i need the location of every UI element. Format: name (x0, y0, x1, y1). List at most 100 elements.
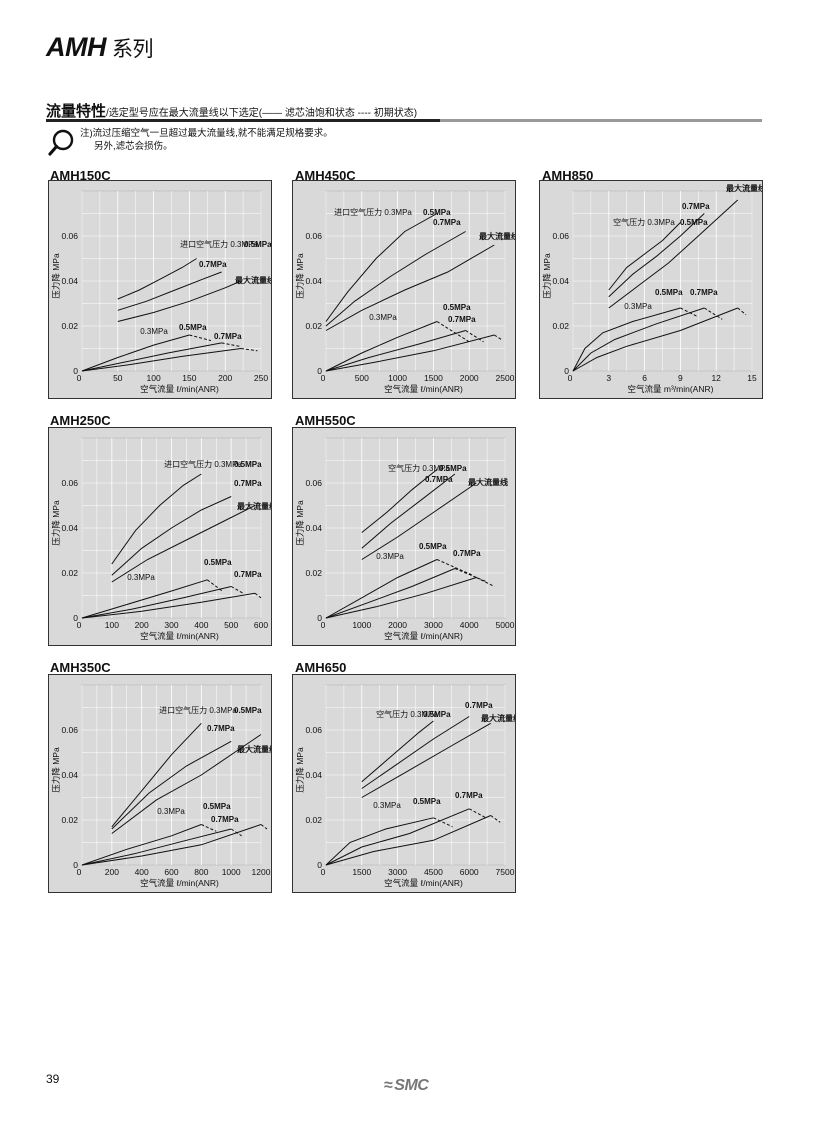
x-tick-label: 15 (747, 373, 757, 383)
series-line-1 (111, 740, 232, 830)
series-line-3 (81, 824, 202, 866)
x-tick-label: 150 (182, 373, 196, 383)
series-line-0 (111, 473, 202, 565)
y-tick-label: 0.06 (61, 478, 78, 488)
series-line-8 (240, 348, 258, 352)
y-tick-label: 0 (317, 613, 322, 623)
series-annotation: 0.7MPa (211, 815, 239, 824)
series-line-7 (221, 342, 240, 347)
magnifier-icon (48, 129, 74, 156)
series-annotation: 0.5MPa (413, 797, 441, 806)
series-annotation: 0.5MPa (419, 542, 447, 551)
x-tick-label: 3 (606, 373, 611, 383)
chart-svg: 0 100 200 300 400 500 600 0 0.02 0.04 0.06 空气流量 ℓ/m… (51, 437, 271, 641)
chart-svg: 0 500 1000 1500 2000 2500 0 0.02 0.04 0.06 空气流量 ℓ/… (295, 190, 515, 394)
series-line-0 (111, 722, 202, 828)
series-line-8 (494, 334, 502, 340)
chart-amh250c: 0 100 200 300 400 500 600 0 0.02 0.04 0.06 空气流量 ℓ/m… (48, 427, 272, 646)
series-line-4 (325, 568, 456, 619)
series-annotation: 0.7MPa (448, 315, 476, 324)
series-annotation: 0.7MPa (199, 260, 227, 269)
series-line-0 (117, 258, 197, 300)
section-title: 流量特性 (46, 103, 107, 120)
logo-mark-icon: ≈ (384, 1077, 393, 1094)
series-line-8 (254, 592, 262, 599)
series-line-2 (361, 722, 491, 798)
series-annotation: 0.3MPa (369, 313, 397, 322)
chart-svg: 0 200 400 600 800 1000 1200 0 0.02 0.04 0.06 空气流量 ℓ… (51, 684, 271, 888)
series-line-4 (81, 342, 222, 372)
series-annotation: 最大流量线 (237, 744, 271, 754)
series-line-4 (325, 330, 466, 372)
series-line-4 (572, 307, 705, 372)
x-tick-label: 2000 (460, 373, 479, 383)
x-tick-label: 0 (77, 620, 82, 630)
x-tick-label: 3000 (388, 867, 407, 877)
chart-amh450c: 0 500 1000 1500 2000 2500 0 0.02 0.04 0.06 空气流量 ℓ/… (292, 180, 516, 399)
y-tick-label: 0.04 (61, 276, 78, 286)
series-line-5 (81, 824, 262, 866)
series-annotation: 0.5MPa (204, 558, 232, 567)
y-tick-label: 0.02 (305, 321, 322, 331)
series-annotation: 0.5MPa (244, 240, 271, 249)
section-subtitle: /选定型号应在最大流量线以下选定(—— 滤芯油饱和状态 ---- 初期状态) (106, 108, 418, 119)
series-line-2 (111, 505, 256, 583)
series-annotation: 0.3MPa (373, 801, 401, 810)
series-annotation: 0.5MPa (439, 464, 467, 473)
series-line-2 (325, 244, 495, 331)
series-annotation: 0.7MPa (465, 701, 493, 710)
series-line-6 (201, 824, 217, 832)
x-tick-label: 300 (164, 620, 178, 630)
y-axis-label: 压力降 MPa (295, 500, 305, 546)
series-annotation: 0.7MPa (425, 475, 453, 484)
chart-title: AMH150C (50, 168, 111, 183)
series-annotation: 0.5MPa (423, 208, 451, 217)
series-annotation: 0.5MPa (680, 218, 708, 227)
x-axis-label: 空气流量 ℓ/min(ANR) (140, 384, 219, 394)
series-annotation: 0.7MPa (234, 570, 262, 579)
series-line-7 (454, 568, 488, 583)
page-title-series: 系列 (112, 38, 154, 61)
series-annotation: 最大流量线 (481, 713, 515, 723)
series-line-6 (206, 579, 223, 592)
chart-title: AMH850 (542, 168, 594, 183)
y-tick-label: 0 (564, 366, 569, 376)
series-line-3 (325, 321, 438, 372)
y-tick-label: 0.02 (61, 568, 78, 578)
x-tick-label: 1500 (352, 867, 371, 877)
series-annotation: 最大流量线 (479, 231, 515, 241)
series-annotation: 0.3MPa (157, 807, 185, 816)
series-line-0 (608, 222, 681, 291)
chart-amh850: 0 3 6 9 12 15 0 0.02 0.04 0.06 空气流量 m³/min(ANR) 压力降… (539, 180, 763, 399)
x-tick-label: 6000 (460, 867, 479, 877)
x-tick-label: 500 (224, 620, 238, 630)
series-annotation: 0.3MPa (127, 573, 155, 582)
series-line-5 (81, 348, 242, 372)
x-tick-label: 1000 (222, 867, 241, 877)
series-line-7 (468, 808, 487, 819)
brand-logo: ≈ SMC (384, 1077, 429, 1095)
series-line-6 (433, 817, 453, 828)
series-annotation: 0.7MPa (453, 549, 481, 558)
series-annotation: 0.5MPa (234, 460, 262, 469)
x-tick-label: 0 (568, 373, 573, 383)
y-tick-label: 0.06 (305, 725, 322, 735)
series-annotation: 0.5MPa (203, 802, 231, 811)
series-line-7 (465, 330, 484, 343)
series-line-0 (361, 469, 438, 533)
x-tick-label: 600 (254, 620, 268, 630)
series-annotation: 0.3MPa (140, 327, 168, 336)
series-annotation: 最大流量线 (726, 183, 762, 193)
series-line-1 (117, 271, 222, 311)
series-line-1 (361, 716, 470, 789)
x-axis-label: 空气流量 ℓ/min(ANR) (384, 631, 463, 641)
chart-title: AMH550C (295, 413, 356, 428)
series-annotation: 0.7MPa (682, 202, 710, 211)
series-annotation: 0.3MPa (376, 552, 404, 561)
x-tick-label: 500 (355, 373, 369, 383)
y-tick-label: 0.06 (61, 725, 78, 735)
series-annotation: 0.5MPa (423, 710, 451, 719)
series-annotation: 0.3MPa (624, 302, 652, 311)
chart-svg: 0 1500 3000 4500 6000 7500 0 0.02 0.04 0.06 空气流量 ℓ… (295, 684, 515, 888)
series-line-4 (81, 586, 232, 619)
